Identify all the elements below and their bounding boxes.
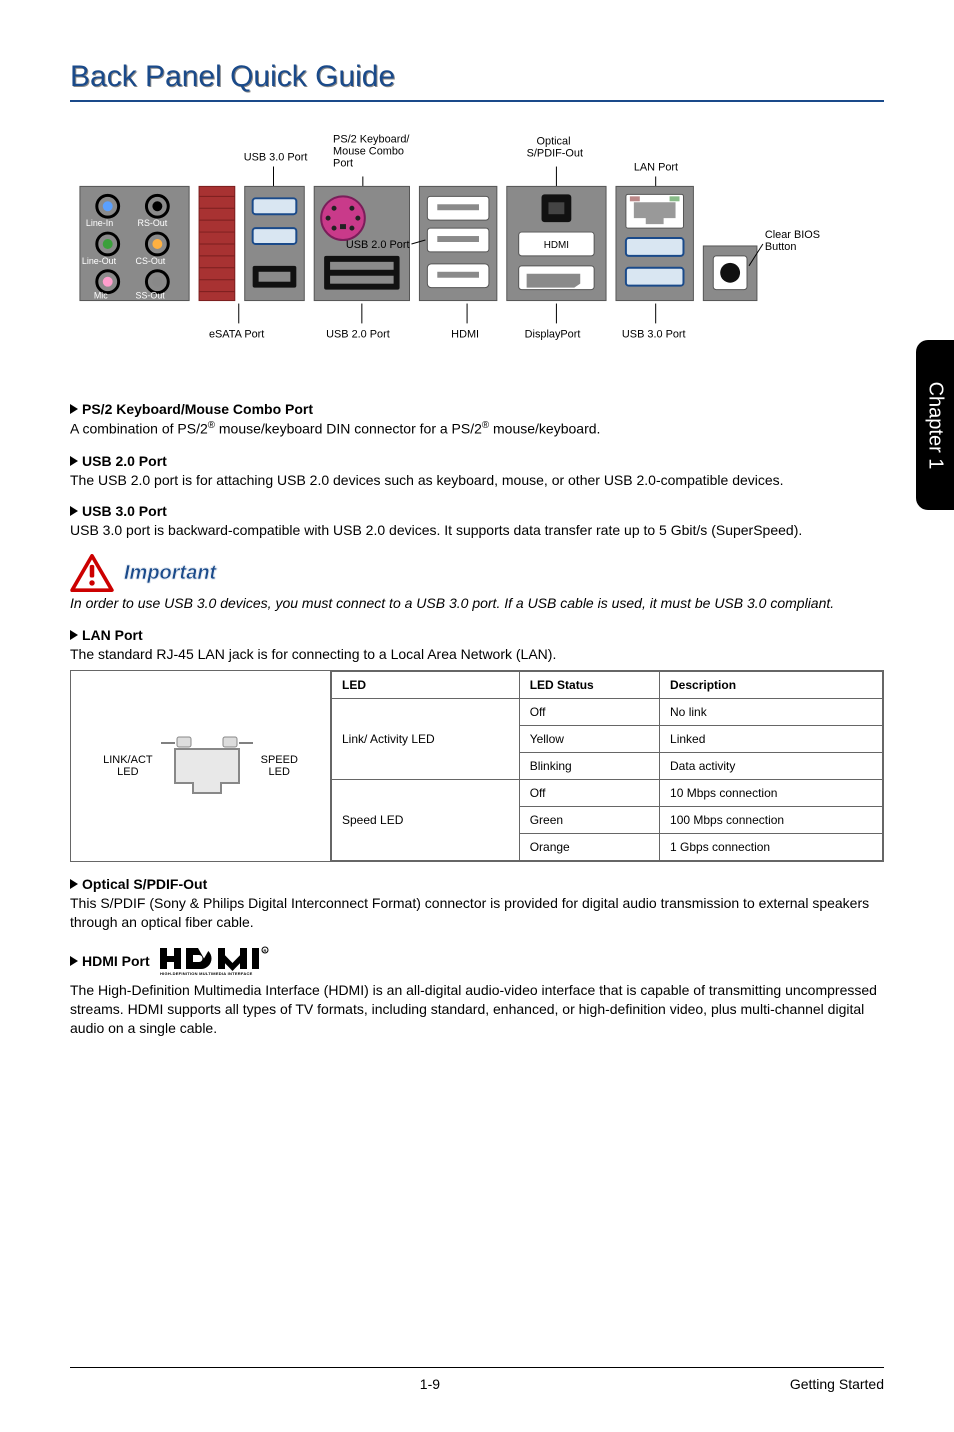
usb2-block (419, 186, 496, 300)
hdmi-body: The High-Definition Multimedia Interface… (70, 981, 884, 1038)
label-dp: DisplayPort (525, 328, 581, 340)
svg-text:Line-Out: Line-Out (82, 256, 117, 266)
usb20-body: The USB 2.0 port is for attaching USB 2.… (70, 471, 884, 490)
optical-hdmi-block: HDMI (507, 186, 606, 300)
svg-text:HDMI: HDMI (544, 240, 569, 251)
section-lan: LAN Port The standard RJ-45 LAN jack is … (70, 627, 884, 862)
section-hdmi: HDMI Port R (70, 946, 884, 1038)
label-usb30-top: USB 3.0 Port (244, 152, 308, 164)
important-body: In order to use USB 3.0 devices, you mus… (70, 594, 884, 613)
back-panel-diagram: USB 3.0 Port PS/2 Keyboard/ Mouse Combo … (70, 126, 884, 356)
spdif-body: This S/PDIF (Sony & Philips Digital Inte… (70, 894, 884, 932)
important-label: Important (124, 562, 216, 585)
warning-icon (70, 554, 114, 592)
lan-body: The standard RJ-45 LAN jack is for conne… (70, 645, 884, 664)
ps2-head: PS/2 Keyboard/Mouse Combo Port (82, 401, 313, 417)
section-usb30: USB 3.0 Port USB 3.0 port is backward-co… (70, 503, 884, 540)
section-usb20: USB 2.0 Port The USB 2.0 port is for att… (70, 453, 884, 490)
label-usb30-bot: USB 3.0 Port (622, 328, 686, 340)
label-usb20-mid: USB 2.0 Port (346, 239, 410, 251)
spdif-head: Optical S/PDIF-Out (82, 876, 207, 892)
hdmi-head: HDMI Port (82, 953, 150, 969)
hdmi-logo-icon: R HIGH-DEFINITION MULTIMEDIA INTERFACE (160, 946, 310, 979)
label-lan-top: LAN Port (634, 162, 678, 174)
lan-head: LAN Port (82, 627, 143, 643)
svg-text:CS-Out: CS-Out (136, 256, 166, 266)
svg-text:Mic: Mic (94, 291, 108, 301)
usb20-head: USB 2.0 Port (82, 453, 167, 469)
svg-text:R: R (263, 948, 266, 953)
svg-text:RS-Out: RS-Out (138, 218, 168, 228)
label-ps2-top: PS/2 Keyboard/ Mouse Combo Port (333, 134, 412, 170)
page-title: Back Panel Quick Guide (70, 60, 884, 102)
section-spdif: Optical S/PDIF-Out This S/PDIF (Sony & P… (70, 876, 884, 932)
section-ps2: PS/2 Keyboard/Mouse Combo Port A combina… (70, 401, 884, 439)
usb30-head: USB 3.0 Port (82, 503, 167, 519)
label-clear-bios: Clear BIOSButton (765, 229, 820, 253)
label-esata: eSATA Port (209, 328, 264, 340)
label-usb20-bot: USB 2.0 Port (326, 328, 390, 340)
heatsink-block (199, 186, 235, 300)
svg-text:HIGH-DEFINITION MULTIMEDIA INT: HIGH-DEFINITION MULTIMEDIA INTERFACE (160, 971, 253, 976)
usb30-body: USB 3.0 port is backward-compatible with… (70, 521, 884, 540)
footer-section: Getting Started (790, 1376, 884, 1392)
audio-block: Line-In RS-Out Line-Out CS-Out Mic SS-Ou… (80, 186, 189, 300)
label-hdmi-bot: HDMI (451, 328, 479, 340)
label-optical-top: Optical S/PDIF-Out (527, 136, 583, 160)
chapter-tab: Chapter 1 (916, 340, 954, 510)
important-callout: Important (70, 554, 884, 592)
page-number: 1-9 (420, 1376, 440, 1392)
usb3-esata-block (245, 186, 305, 300)
lan-led-table: LED LED Status Description Link/ Activit… (331, 671, 883, 861)
svg-text:Line-In: Line-In (86, 218, 113, 228)
lan-usb3-block (616, 186, 693, 300)
lan-jack-diagram: LINK/ACTLED SPEEDLED (71, 671, 331, 861)
clear-bios-block (703, 246, 757, 301)
svg-text:SS-Out: SS-Out (136, 291, 166, 301)
page-footer: 1-9 Getting Started (70, 1367, 884, 1392)
